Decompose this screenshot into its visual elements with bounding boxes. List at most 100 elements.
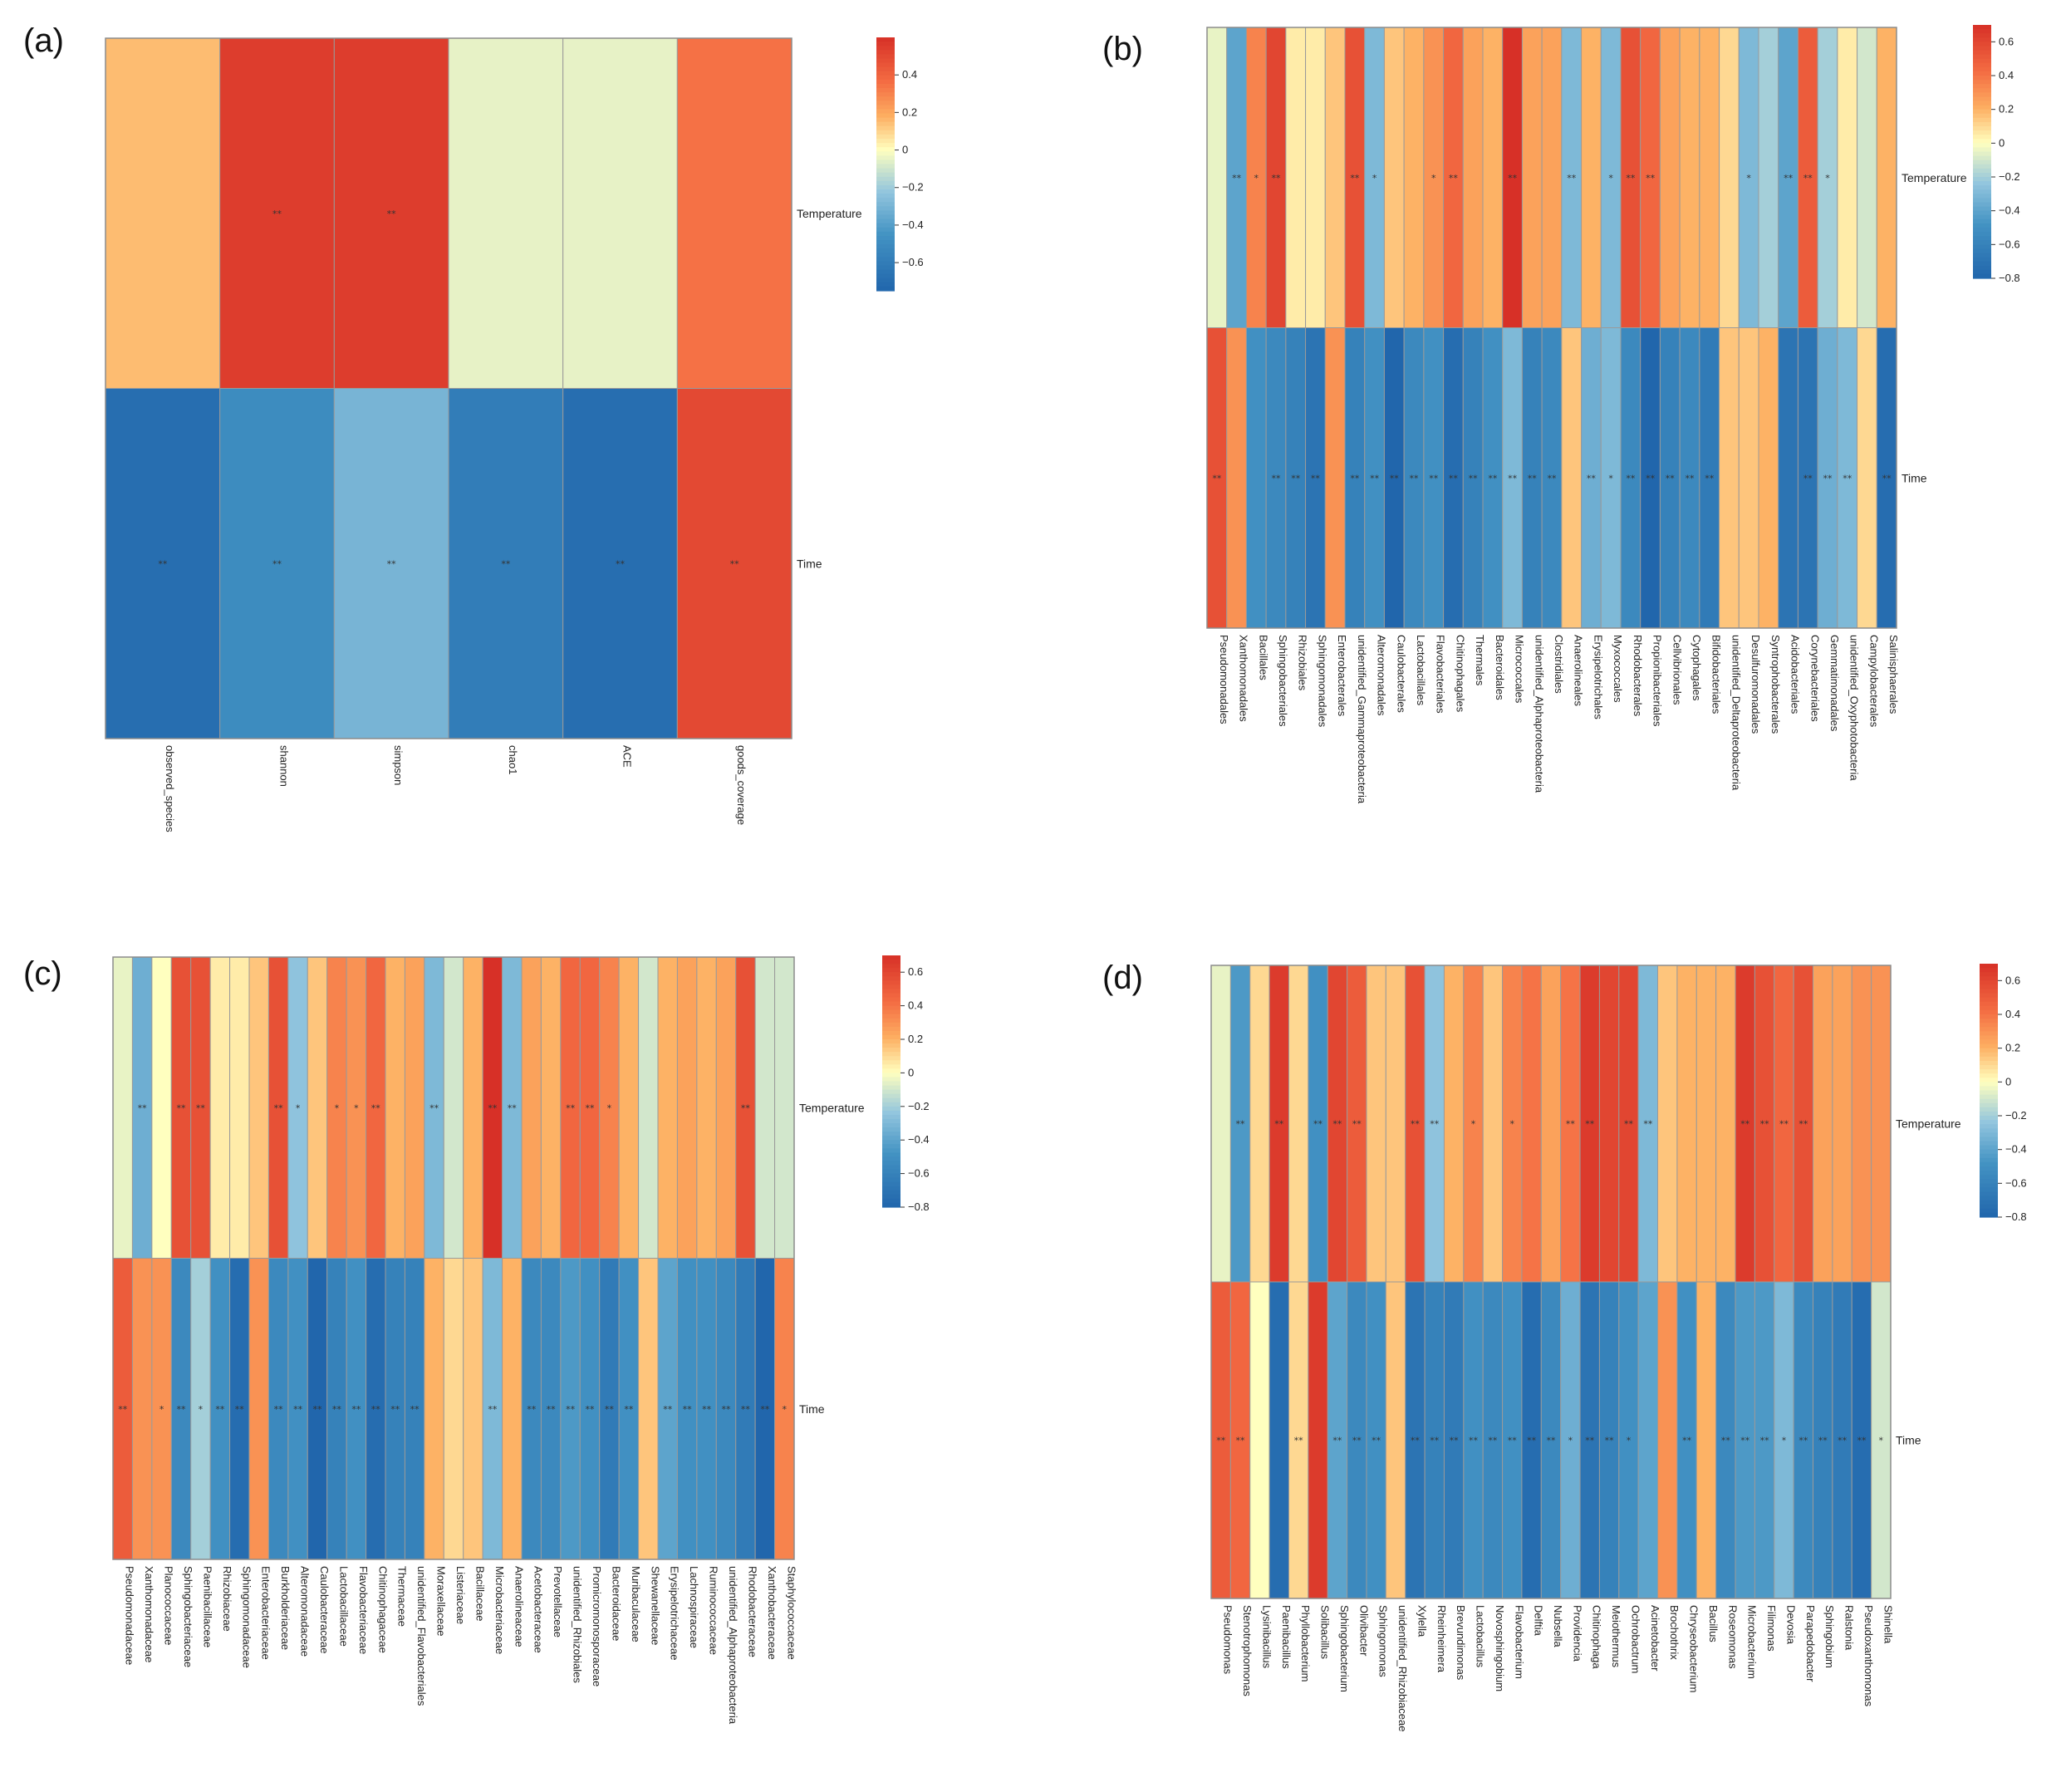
colorbar-segment <box>882 1123 900 1128</box>
significance-mark: ** <box>1216 1436 1226 1446</box>
colorbar-segment <box>1980 1086 1998 1092</box>
significance-mark: ** <box>351 1404 361 1415</box>
colorbar-segment <box>1980 1073 1998 1078</box>
colorbar-segment <box>1973 214 1991 220</box>
colorbar-segment <box>1980 1052 1998 1058</box>
column-label: Salinisphaerales <box>1887 635 1900 714</box>
colorbar-tick-label: 0.4 <box>2005 1008 2020 1020</box>
heatmap-cell <box>1876 27 1897 328</box>
significance-mark: * <box>1471 1119 1476 1130</box>
column-label: Myxococcales <box>1612 635 1624 703</box>
colorbar-segment <box>1980 976 1998 981</box>
column-label: Filimonas <box>1765 1605 1778 1652</box>
heatmap-cell <box>1657 965 1678 1283</box>
colorbar-segment <box>882 1127 900 1132</box>
colorbar-segment <box>882 1043 900 1048</box>
column-label: Gemmatimonadales <box>1828 635 1841 732</box>
colorbar-segment <box>876 62 895 68</box>
colorbar-segment <box>882 1186 900 1191</box>
significance-mark: ** <box>1236 1436 1246 1446</box>
column-label: Lactobacillales <box>1415 635 1427 706</box>
colorbar-segment <box>882 960 900 965</box>
heatmap-cell <box>1482 27 1504 328</box>
column-label: Caulobacteraceae <box>318 1566 331 1654</box>
colorbar-segment <box>1980 1031 1998 1037</box>
heatmap-cell <box>151 956 172 1259</box>
column-label: Ruminococcaceae <box>708 1566 720 1655</box>
significance-mark: * <box>1608 473 1613 484</box>
colorbar-segment <box>1973 206 1991 212</box>
row-label: Time <box>1902 471 1927 484</box>
significance-mark: ** <box>196 1102 206 1113</box>
colorbar-segment <box>876 125 895 131</box>
colorbar-segment <box>882 1173 900 1179</box>
significance-mark: ** <box>313 1404 323 1415</box>
significance-mark: ** <box>274 1404 284 1415</box>
significance-mark: ** <box>586 1404 596 1415</box>
heatmap-cell <box>1541 27 1563 328</box>
column-label: Nubsella <box>1552 1605 1564 1647</box>
column-label: Thermaceae <box>396 1566 409 1627</box>
significance-mark: ** <box>272 209 282 219</box>
column-label: Rhizobiales <box>1297 635 1309 691</box>
column-label: Phyllobacterium <box>1299 1605 1312 1682</box>
colorbar-segment <box>876 214 895 220</box>
colorbar-segment <box>1973 42 1991 47</box>
colorbar-segment <box>1980 1082 1998 1087</box>
significance-mark: ** <box>501 558 511 569</box>
heatmap-frame <box>105 37 793 739</box>
heatmap-cell <box>1832 965 1852 1283</box>
significance-mark: * <box>1879 1436 1884 1446</box>
colorbar-segment <box>1980 1179 1998 1184</box>
colorbar-segment <box>882 955 900 960</box>
column-label: Alteromonadales <box>1376 635 1388 716</box>
column-label: Sphingobium <box>1823 1605 1836 1668</box>
heatmap-cell <box>385 956 405 1259</box>
colorbar-segment <box>1973 54 1991 60</box>
colorbar-segment <box>882 1034 900 1040</box>
significance-mark: ** <box>663 1404 673 1415</box>
column-label: Desulfuromonadales <box>1749 635 1762 734</box>
significance-mark: ** <box>274 1102 284 1113</box>
significance-mark: ** <box>1527 1436 1537 1446</box>
significance-mark: ** <box>1352 1119 1362 1130</box>
column-label: Lactobacillus <box>1475 1605 1487 1668</box>
heatmap-cell <box>540 956 562 1259</box>
heatmap-cell <box>463 956 483 1259</box>
heatmap-cell <box>1679 27 1700 328</box>
significance-mark: ** <box>1508 1436 1518 1446</box>
significance-mark: ** <box>1370 473 1380 484</box>
colorbar-segment <box>1973 172 1991 178</box>
colorbar-segment <box>1973 261 1991 267</box>
significance-mark: ** <box>1449 473 1459 484</box>
heatmap-cell <box>1719 327 1740 629</box>
significance-mark: ** <box>138 1102 148 1113</box>
colorbar-segment <box>1973 189 1991 194</box>
colorbar-segment <box>1973 76 1991 81</box>
significance-mark: ** <box>722 1404 732 1415</box>
colorbar-segment <box>876 75 895 81</box>
colorbar-segment <box>1980 1187 1998 1193</box>
significance-mark: ** <box>1449 173 1459 184</box>
column-label: Xanthomonadaceae <box>143 1566 155 1662</box>
significance-mark: ** <box>1585 1436 1595 1446</box>
significance-mark: * <box>1510 1119 1515 1130</box>
heatmap-cell <box>448 388 564 739</box>
significance-mark: ** <box>1646 473 1656 484</box>
colorbar-segment <box>882 964 900 969</box>
colorbar-segment <box>1980 1191 1998 1197</box>
colorbar-segment <box>882 1039 900 1044</box>
column-label: Bacteroidales <box>1494 635 1506 700</box>
colorbar-segment <box>1980 1019 1998 1024</box>
heatmap-cell <box>1871 965 1892 1283</box>
colorbar-segment <box>876 105 895 110</box>
colorbar-segment <box>876 194 895 199</box>
significance-mark: ** <box>1528 473 1538 484</box>
column-label: Promicromonosporaceae <box>591 1566 603 1686</box>
significance-mark: ** <box>1740 1436 1750 1446</box>
column-label: Prevotellaceae <box>552 1566 564 1637</box>
heatmap-cell <box>1851 965 1872 1283</box>
significance-mark: ** <box>1686 473 1695 484</box>
colorbar-segment <box>876 46 895 51</box>
column-label: Caulobacterales <box>1395 635 1407 713</box>
